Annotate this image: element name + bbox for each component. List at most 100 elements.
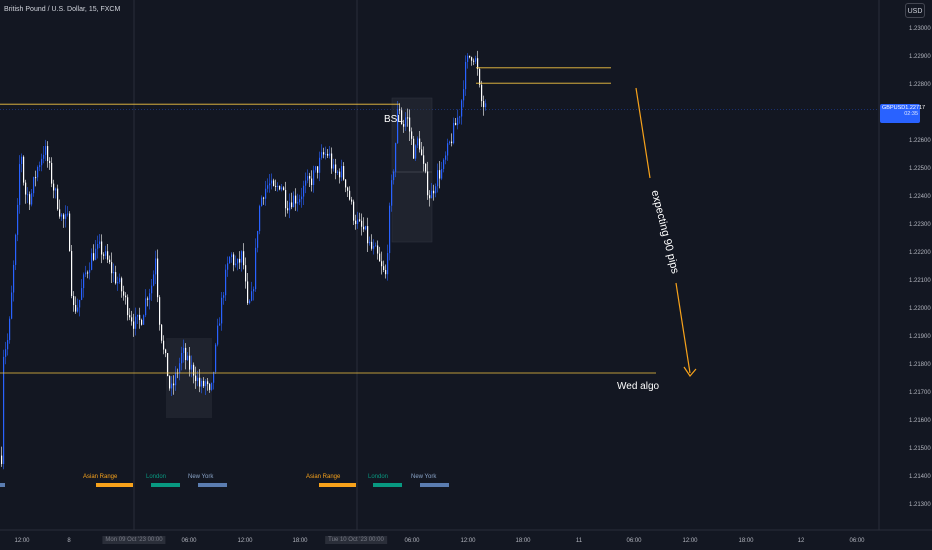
- candle-body: [207, 381, 209, 385]
- candle-body: [1, 455, 3, 464]
- candle-body: [357, 219, 359, 225]
- chart-grid: [0, 0, 879, 530]
- candle-body: [293, 195, 295, 208]
- candle-body: [39, 165, 41, 167]
- price-tick-label: 1.21800: [909, 362, 931, 368]
- candle-body: [185, 347, 187, 361]
- candle-body: [135, 316, 137, 329]
- symbol-title[interactable]: British Pound / U.S. Dollar, 15, FXCM: [4, 6, 121, 13]
- candle-body: [57, 188, 59, 210]
- candle-body: [325, 153, 327, 155]
- candle-body: [217, 325, 219, 345]
- candle-body: [435, 186, 437, 194]
- candle-body: [67, 213, 69, 215]
- candle-body: [413, 138, 415, 159]
- candle-body: [279, 186, 281, 190]
- price-tick-label: 1.21400: [909, 474, 931, 480]
- london-label-2: London: [368, 474, 389, 480]
- time-tick-label: 06:00: [181, 538, 197, 544]
- arrow-segment-upper: [635, 87, 651, 179]
- time-tick-label: 12: [797, 538, 805, 544]
- candle-body: [17, 204, 19, 235]
- candles: [1, 50, 487, 470]
- candle-body: [149, 293, 151, 300]
- candle-body: [329, 153, 331, 156]
- time-tick-label: 12:00: [682, 538, 698, 544]
- candle-body: [27, 194, 29, 196]
- candle-body: [431, 190, 433, 199]
- candle-body: [243, 251, 245, 266]
- candle-body: [385, 270, 387, 275]
- time-tick-label: 12:00: [14, 538, 30, 544]
- candle-body: [139, 314, 141, 320]
- price-tick-label: 1.22800: [909, 82, 931, 88]
- candle-body: [261, 197, 263, 207]
- candle-body: [321, 152, 323, 158]
- candle-body: [443, 159, 445, 169]
- candle-body: [349, 190, 351, 200]
- arrow-head: [683, 366, 697, 377]
- candle-body: [7, 340, 9, 350]
- candle-body: [111, 262, 113, 274]
- candle-body: [271, 180, 273, 184]
- candle-body: [167, 353, 169, 377]
- candle-body: [113, 272, 115, 274]
- candle-body: [289, 202, 291, 211]
- price-tick-label: 1.22400: [909, 194, 931, 200]
- candle-body: [233, 254, 235, 266]
- time-tick-label: 18:00: [515, 538, 531, 544]
- candle-body: [147, 298, 149, 300]
- candle-body: [45, 146, 47, 155]
- candle-body: [79, 299, 81, 308]
- candle-body: [171, 383, 173, 389]
- candle-body: [285, 190, 287, 209]
- candle-body: [383, 266, 385, 271]
- candle-body: [453, 122, 455, 144]
- candle-body: [95, 248, 97, 260]
- candle-body: [245, 265, 247, 282]
- asian-range-box-1: [166, 338, 212, 418]
- candle-body: [355, 220, 357, 225]
- price-tag-countdown: 02:35: [904, 111, 918, 117]
- candle-body: [463, 89, 465, 101]
- candle-body: [181, 352, 183, 364]
- candle-body: [219, 323, 221, 326]
- candle-body: [397, 109, 399, 144]
- candle-body: [115, 272, 117, 284]
- candle-body: [359, 219, 361, 221]
- candle-body: [437, 170, 439, 187]
- candle-body: [231, 254, 233, 258]
- candle-body: [25, 182, 27, 195]
- candle-body: [119, 278, 121, 283]
- session-bar: [0, 483, 5, 487]
- candle-body: [353, 201, 355, 221]
- price-tick-label: 1.21900: [909, 334, 931, 340]
- currency-button[interactable]: USD: [905, 3, 925, 18]
- candle-body: [223, 295, 225, 298]
- candle-body: [363, 226, 365, 230]
- candle-body: [295, 195, 297, 204]
- candle-body: [87, 272, 89, 274]
- session-bar: [96, 483, 133, 487]
- candle-body: [255, 247, 257, 290]
- candle-body: [151, 285, 153, 294]
- candle-body: [335, 164, 337, 173]
- candle-body: [61, 214, 63, 217]
- bsl-label: BSL: [384, 114, 403, 125]
- candle-body: [215, 344, 217, 372]
- candle-body: [229, 257, 231, 264]
- session-bar: [198, 483, 227, 487]
- newyork-label-1: New York: [188, 474, 214, 480]
- candle-body: [469, 55, 471, 58]
- candle-body: [267, 185, 269, 189]
- candle-body: [183, 347, 185, 353]
- candle-body: [393, 171, 395, 181]
- price-tag-price: 1.22717: [905, 105, 926, 111]
- candle-body: [465, 61, 467, 90]
- candle-body: [265, 188, 267, 199]
- candle-body: [351, 199, 353, 202]
- candle-body: [235, 263, 237, 266]
- candle-body: [361, 220, 363, 227]
- session-bar: [319, 483, 356, 487]
